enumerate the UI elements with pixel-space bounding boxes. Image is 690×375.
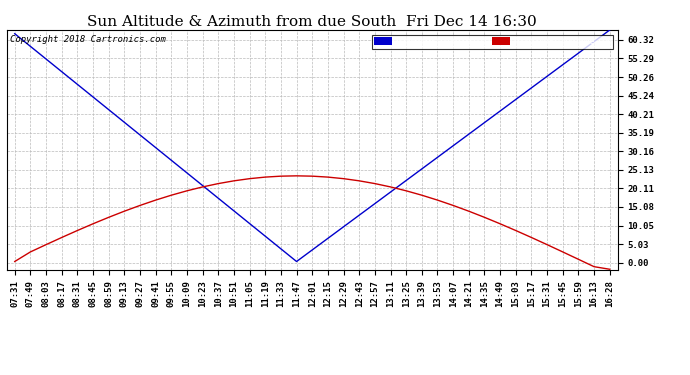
Legend: Azimuth (Angle °), Altitude (Angle °): Azimuth (Angle °), Altitude (Angle °)	[372, 34, 613, 49]
Text: Copyright 2018 Cartronics.com: Copyright 2018 Cartronics.com	[10, 35, 166, 44]
Title: Sun Altitude & Azimuth from due South  Fri Dec 14 16:30: Sun Altitude & Azimuth from due South Fr…	[88, 15, 537, 29]
